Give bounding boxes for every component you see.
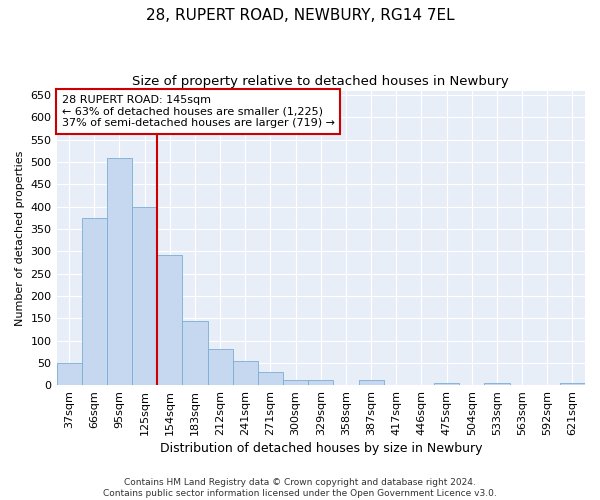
Bar [56, 363, 82, 385]
Bar [560, 383, 585, 385]
Text: 28 RUPERT ROAD: 145sqm
← 63% of detached houses are smaller (1,225)
37% of semi-: 28 RUPERT ROAD: 145sqm ← 63% of detached… [62, 95, 335, 128]
Bar [157, 255, 182, 385]
X-axis label: Distribution of detached houses by size in Newbury: Distribution of detached houses by size … [160, 442, 482, 455]
Text: 28, RUPERT ROAD, NEWBURY, RG14 7EL: 28, RUPERT ROAD, NEWBURY, RG14 7EL [146, 8, 454, 22]
Bar [434, 383, 459, 385]
Text: Contains HM Land Registry data © Crown copyright and database right 2024.
Contai: Contains HM Land Registry data © Crown c… [103, 478, 497, 498]
Bar [233, 360, 258, 385]
Title: Size of property relative to detached houses in Newbury: Size of property relative to detached ho… [133, 75, 509, 88]
Y-axis label: Number of detached properties: Number of detached properties [15, 150, 25, 326]
Bar [359, 380, 383, 385]
Bar [182, 322, 208, 385]
Bar [132, 206, 157, 385]
Bar [484, 383, 509, 385]
Bar [258, 372, 283, 385]
Bar [283, 380, 308, 385]
Bar [82, 218, 107, 385]
Bar [107, 158, 132, 385]
Bar [308, 380, 334, 385]
Bar [208, 348, 233, 385]
